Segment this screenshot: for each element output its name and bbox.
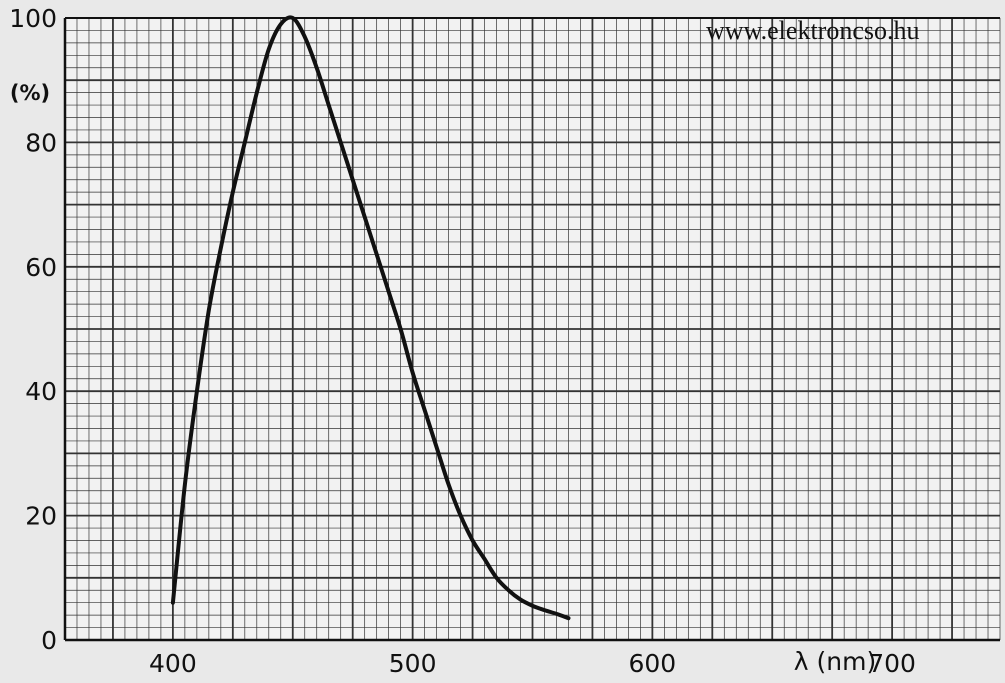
series-layer xyxy=(170,15,571,621)
y-tick-label: 80 xyxy=(25,128,57,157)
y-axis-label: (%) xyxy=(10,81,50,105)
x-tick-label: 500 xyxy=(389,649,437,678)
y-tick-label: 60 xyxy=(25,253,57,282)
x-tick-label: 400 xyxy=(149,649,197,678)
x-tick-label: 700 xyxy=(868,649,916,678)
axes xyxy=(63,17,1000,642)
y-tick-label: 40 xyxy=(25,377,57,406)
x-tick-label: 600 xyxy=(629,649,677,678)
watermark: www.elektroncso.hu xyxy=(706,16,920,45)
x-axis-label: λ (nm) xyxy=(794,647,876,676)
y-tick-label: 20 xyxy=(25,502,57,531)
grid xyxy=(65,17,1001,641)
y-tick-label: 0 xyxy=(41,626,57,655)
y-tick-label: 100 xyxy=(9,4,57,33)
series-line-0 xyxy=(170,15,571,621)
